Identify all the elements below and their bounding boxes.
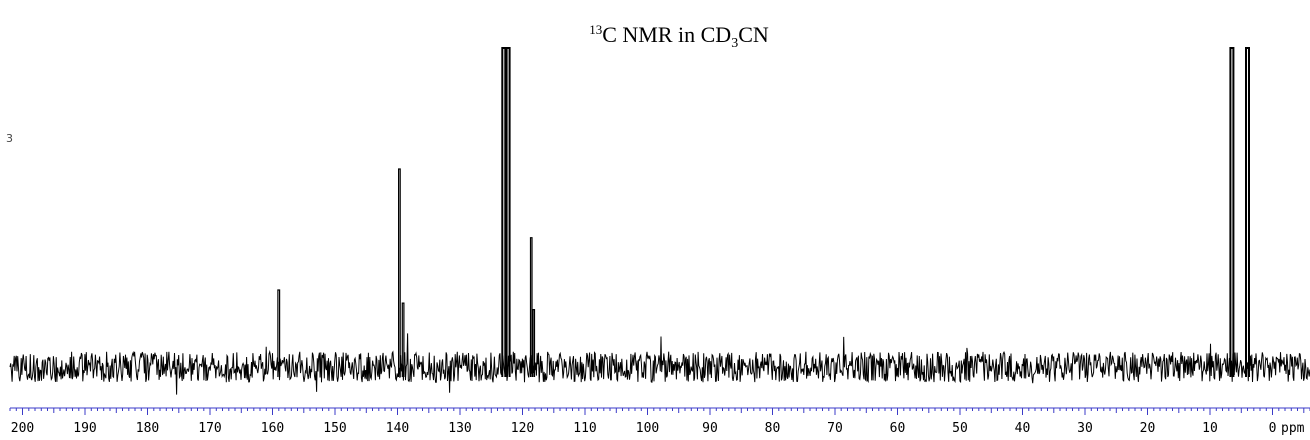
stray-mark: 3 — [6, 132, 13, 145]
chart-title-part: 13 — [589, 22, 602, 37]
x-tick-label: 140 — [386, 421, 409, 436]
peak-line — [532, 309, 536, 377]
x-tick-label: 30 — [1077, 421, 1093, 436]
spectrum-layer — [9, 47, 1310, 395]
peak-line — [529, 237, 533, 377]
x-tick-label: 70 — [827, 421, 843, 436]
x-tick-label: 110 — [573, 421, 596, 436]
peak-line — [501, 47, 507, 377]
x-tick-label: 130 — [448, 421, 471, 436]
peak-line — [277, 289, 281, 377]
x-tick-label: 100 — [636, 421, 659, 436]
x-tick-label: 10 — [1202, 421, 1218, 436]
x-tick-label: 60 — [890, 421, 906, 436]
x-tick-label: 120 — [511, 421, 534, 436]
peak-line — [505, 47, 511, 377]
x-tick-label: 20 — [1140, 421, 1156, 436]
chart-title-part: C NMR in CD — [602, 22, 731, 47]
baseline-noise-trace — [9, 333, 1310, 395]
x-tick-label: 0 — [1269, 421, 1277, 436]
x-tick-label: 80 — [765, 421, 781, 436]
chart-title-part: CN — [738, 22, 769, 47]
x-tick-label: 150 — [323, 421, 346, 436]
chart-title-part: 3 — [731, 36, 738, 51]
x-tick-label: 170 — [198, 421, 221, 436]
x-tick-label: 90 — [702, 421, 718, 436]
x-tick-label: 180 — [136, 421, 159, 436]
x-tick-label: 40 — [1015, 421, 1031, 436]
x-axis-label: ppm — [1281, 421, 1305, 436]
x-tick-label: 160 — [261, 421, 284, 436]
x-axis: 200 190 180 170 160 150 140 130 120 110 100 90 80 70 6… — [9, 407, 1310, 436]
x-tick-label: 190 — [73, 421, 96, 436]
peak-line — [1229, 47, 1235, 377]
x-tick-label: 200 — [11, 421, 34, 436]
peak-line — [398, 168, 401, 377]
peak-line — [1245, 47, 1250, 377]
chart-title: 13C NMR in CD3CN — [589, 22, 769, 51]
x-tick-label: 50 — [952, 421, 968, 436]
peak-line — [401, 302, 405, 377]
